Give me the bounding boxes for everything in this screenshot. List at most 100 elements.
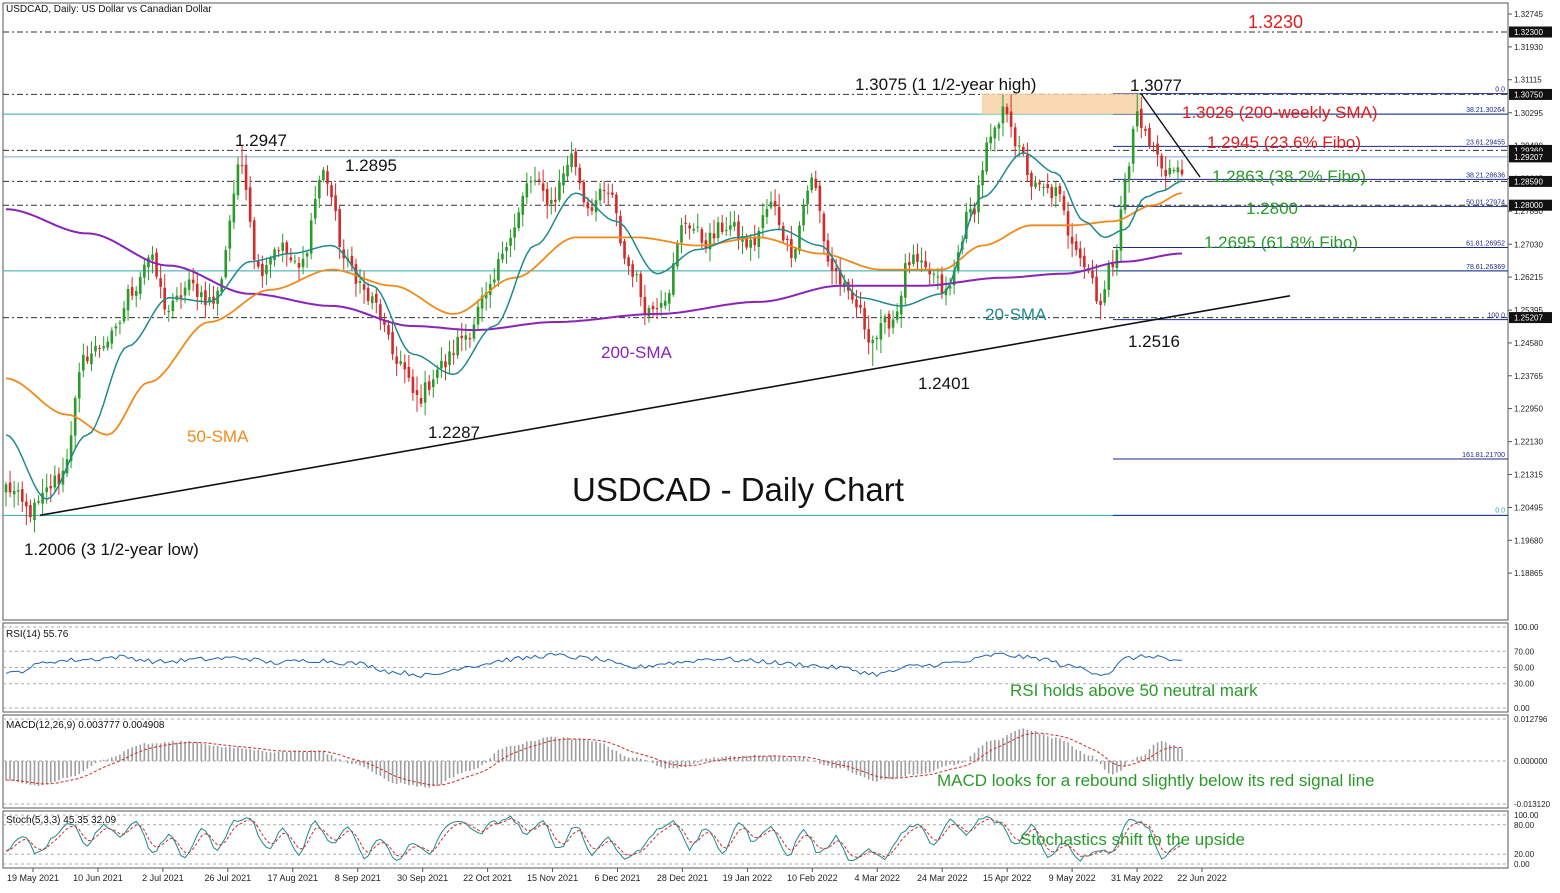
candle-body — [1107, 264, 1111, 290]
candle-body — [1099, 300, 1102, 306]
candle-body — [1135, 111, 1139, 127]
candle-body — [867, 329, 870, 343]
candle-body — [785, 238, 789, 241]
macd-signal-line — [5, 732, 1183, 786]
candle-body — [1046, 184, 1050, 189]
candle-body — [269, 257, 272, 265]
candle-body — [370, 296, 374, 304]
macd-tick-label: -0.013120 — [1514, 800, 1551, 809]
candle-body — [293, 260, 297, 262]
descending-trendline — [1140, 93, 1201, 178]
candle-body — [322, 170, 325, 180]
candle-body — [1172, 170, 1176, 172]
candle-body — [667, 293, 671, 304]
level-label: 1.2800 — [1246, 199, 1298, 218]
candle-body — [773, 201, 777, 207]
main-pane-frame — [2, 2, 1509, 621]
candle-body — [932, 273, 936, 275]
candle-body — [8, 482, 12, 493]
candle-body — [480, 295, 484, 309]
candle-body — [818, 185, 822, 211]
candle-body — [871, 339, 875, 344]
candle-body — [757, 230, 761, 247]
macd-annotation: MACD looks for a rebound slightly below … — [937, 771, 1374, 790]
candle-body — [436, 369, 439, 378]
rsi-tick-label: 100.00 — [1514, 623, 1539, 632]
candle-body — [122, 308, 126, 322]
candle-body — [513, 227, 516, 238]
candle-body — [729, 225, 732, 230]
candle-body — [916, 253, 919, 262]
candle-body — [790, 239, 793, 259]
stoch-tick-label: 100.00 — [1514, 811, 1539, 820]
candle-body — [248, 187, 252, 222]
candle-body — [924, 260, 927, 268]
candle-body — [1091, 270, 1094, 279]
level-label: 1.3075 (1 1/2-year high) — [855, 75, 1036, 94]
date-tick-label: 19 May 2021 — [7, 873, 59, 883]
candle-body — [879, 323, 883, 340]
candle-body — [256, 261, 260, 267]
candle-body — [383, 319, 386, 325]
price-tick-label: 1.25395 — [1514, 306, 1543, 315]
candle-body — [1131, 128, 1135, 164]
candle-body — [493, 279, 496, 283]
price-box — [1509, 175, 1552, 187]
candle-body — [191, 279, 195, 284]
ascending-trendline — [39, 295, 1291, 517]
candle-body — [558, 182, 561, 201]
candle-body — [497, 259, 500, 281]
candle-body — [338, 209, 341, 248]
candle-body — [261, 263, 264, 277]
candle-body — [69, 435, 73, 462]
candle-body — [586, 202, 590, 209]
candle-body — [448, 351, 451, 365]
price-box — [1509, 151, 1552, 163]
stoch-signal-line — [5, 818, 1183, 858]
candle-body — [204, 290, 207, 306]
macd-tick-label: 0.000000 — [1514, 757, 1548, 766]
candle-body — [765, 208, 769, 217]
candle-body — [993, 127, 997, 139]
candle-body — [623, 241, 626, 259]
candle-body — [285, 242, 289, 255]
candle-body — [265, 265, 268, 275]
candle-body — [208, 297, 211, 303]
candle-body — [1115, 250, 1119, 269]
candle-body — [851, 292, 854, 300]
chart-header-title: USDCAD, Daily: US Dollar vs Canadian Dol… — [6, 4, 212, 15]
stoch-tick-label: 0.00 — [1514, 860, 1530, 869]
price-tick-label: 1.21315 — [1514, 470, 1543, 479]
price-box-label: 1.29207 — [1514, 153, 1543, 162]
price-tick-label: 1.22950 — [1514, 405, 1543, 414]
candle-body — [899, 295, 903, 315]
sma-200-line — [5, 208, 1183, 332]
candle-body — [598, 188, 602, 201]
fib-level-label: 38.21.28636 — [1466, 172, 1505, 179]
candle-body — [134, 290, 138, 296]
candle-body — [688, 225, 691, 229]
candle-body — [989, 136, 993, 144]
candle-body — [1062, 195, 1066, 211]
candle-body — [25, 501, 28, 507]
candle-body — [102, 346, 105, 349]
candle-body — [981, 170, 984, 186]
candle-body — [1074, 241, 1078, 250]
date-tick-label: 19 Jan 2022 — [723, 873, 773, 883]
candle-body — [82, 354, 85, 371]
candle-body — [859, 304, 862, 308]
candle-body — [1168, 167, 1172, 175]
candle-body — [716, 222, 720, 239]
fib-level-label: 61.81.26952 — [1466, 240, 1505, 247]
candle-body — [1013, 127, 1017, 147]
date-tick-label: 28 Dec 2021 — [657, 873, 708, 883]
candle-body — [806, 190, 809, 205]
candle-body — [330, 185, 333, 198]
date-tick-label: 22 Jun 2022 — [1177, 873, 1227, 883]
candle-body — [838, 269, 842, 285]
candle-body — [903, 263, 907, 298]
candle-body — [297, 263, 301, 268]
candle-body — [562, 173, 565, 186]
rsi-annotation: RSI holds above 50 neutral mark — [1010, 681, 1258, 700]
candle-body — [236, 164, 240, 196]
